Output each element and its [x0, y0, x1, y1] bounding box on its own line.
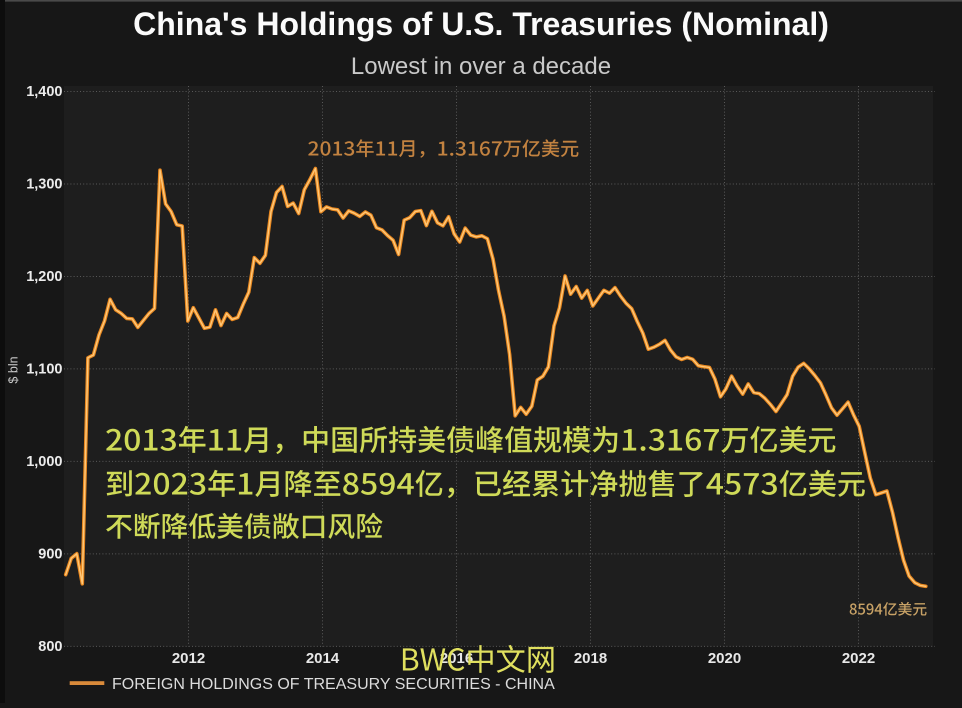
- svg-text:2016: 2016: [440, 650, 473, 667]
- svg-text:1,000: 1,000: [26, 454, 62, 470]
- svg-text:1,200: 1,200: [26, 269, 62, 285]
- svg-text:2022: 2022: [842, 650, 875, 667]
- svg-text:Lowest in over a decade: Lowest in over a decade: [351, 53, 611, 80]
- svg-text:1,400: 1,400: [26, 84, 62, 100]
- svg-text:1,300: 1,300: [26, 177, 62, 193]
- svg-text:$ bln: $ bln: [7, 356, 21, 383]
- svg-text:1,100: 1,100: [26, 361, 62, 377]
- svg-text:900: 900: [38, 546, 62, 562]
- svg-text:2018: 2018: [574, 650, 607, 667]
- svg-text:2020: 2020: [708, 650, 741, 667]
- svg-text:2014: 2014: [306, 650, 340, 667]
- svg-text:FOREIGN HOLDINGS OF TREASURY S: FOREIGN HOLDINGS OF TREASURY SECURITIES …: [112, 676, 555, 693]
- svg-text:800: 800: [38, 639, 62, 655]
- svg-text:2012: 2012: [172, 650, 205, 667]
- svg-text:China's Holdings of U.S. Treas: China's Holdings of U.S. Treasuries (Nom…: [133, 6, 829, 42]
